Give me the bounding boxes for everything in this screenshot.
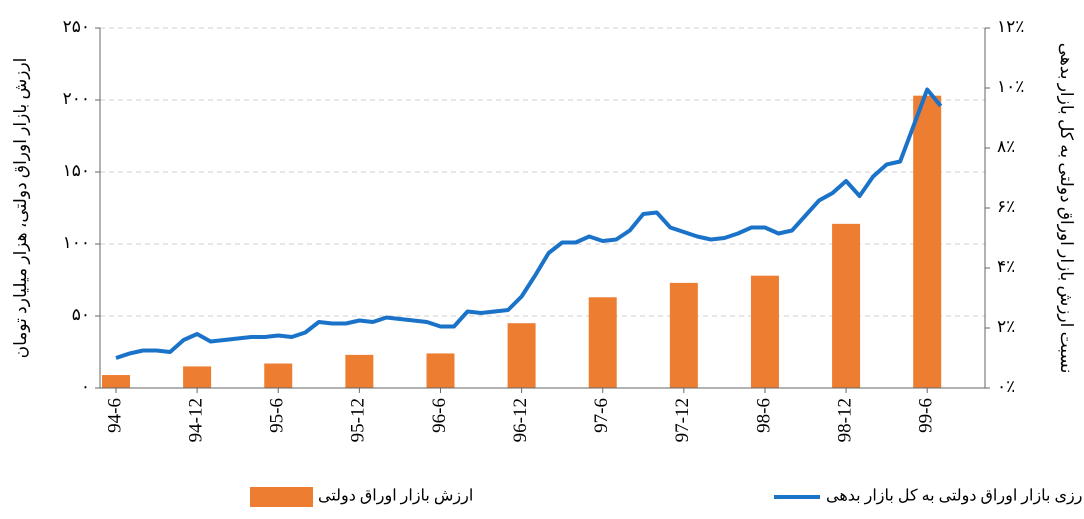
x-tick-label: 97-6 xyxy=(591,398,612,433)
bar xyxy=(669,282,698,388)
x-tick-label: 96-6 xyxy=(429,398,450,433)
x-tick-label: 98-12 xyxy=(834,398,855,442)
y2-tick-label: ۴٪ xyxy=(997,257,1015,276)
bar xyxy=(750,275,779,388)
x-tick-label: 95-12 xyxy=(348,398,369,442)
x-tick-label: 94-12 xyxy=(185,398,206,442)
y2-tick-label: ۲٪ xyxy=(997,317,1015,336)
bar xyxy=(264,363,293,388)
bar xyxy=(426,353,455,388)
x-tick-label: 95-6 xyxy=(267,398,288,433)
legend-label: ارزش بازار اوراق دولتی xyxy=(318,488,473,505)
y2-tick-label: ۰٪ xyxy=(997,377,1015,396)
y-tick-label: ۵۰ xyxy=(72,305,90,324)
y-tick-label: ۲۵۰ xyxy=(63,17,90,36)
bar xyxy=(102,375,130,388)
y-tick-label: ۱۵۰ xyxy=(63,161,90,180)
x-tick-label: 99-6 xyxy=(916,398,937,433)
bar xyxy=(832,223,861,388)
x-tick-label: 94-6 xyxy=(104,398,125,433)
line xyxy=(115,87,943,360)
y-tick-label: ۰ xyxy=(81,377,90,396)
legend-label: نسبت ارزی بازار اوراق دولتی به کل بازار … xyxy=(826,488,1084,505)
y2-tick-label: ۱۰٪ xyxy=(997,77,1024,96)
x-tick-label: 98-6 xyxy=(753,398,774,433)
bar xyxy=(183,366,212,388)
bar xyxy=(507,323,536,388)
bar xyxy=(345,354,374,388)
y2-tick-label: ۸٪ xyxy=(997,137,1015,156)
y-axis-label: ارزش بازار اوراق دولتی، هزار میلیارد توم… xyxy=(11,58,31,359)
y2-tick-label: ۱۲٪ xyxy=(997,17,1024,36)
bar xyxy=(588,297,617,388)
bar xyxy=(913,95,942,389)
x-tick-label: 97-12 xyxy=(672,398,693,442)
y-tick-label: ۲۰۰ xyxy=(63,89,90,108)
y2-axis-label: نسبت ارزش بازار اوراق دولتی به کل بازار … xyxy=(1056,43,1076,374)
y-tick-label: ۱۰۰ xyxy=(63,233,90,252)
y2-tick-label: ۶٪ xyxy=(997,197,1015,216)
legend-swatch xyxy=(250,487,313,507)
x-tick-label: 96-12 xyxy=(510,398,531,442)
